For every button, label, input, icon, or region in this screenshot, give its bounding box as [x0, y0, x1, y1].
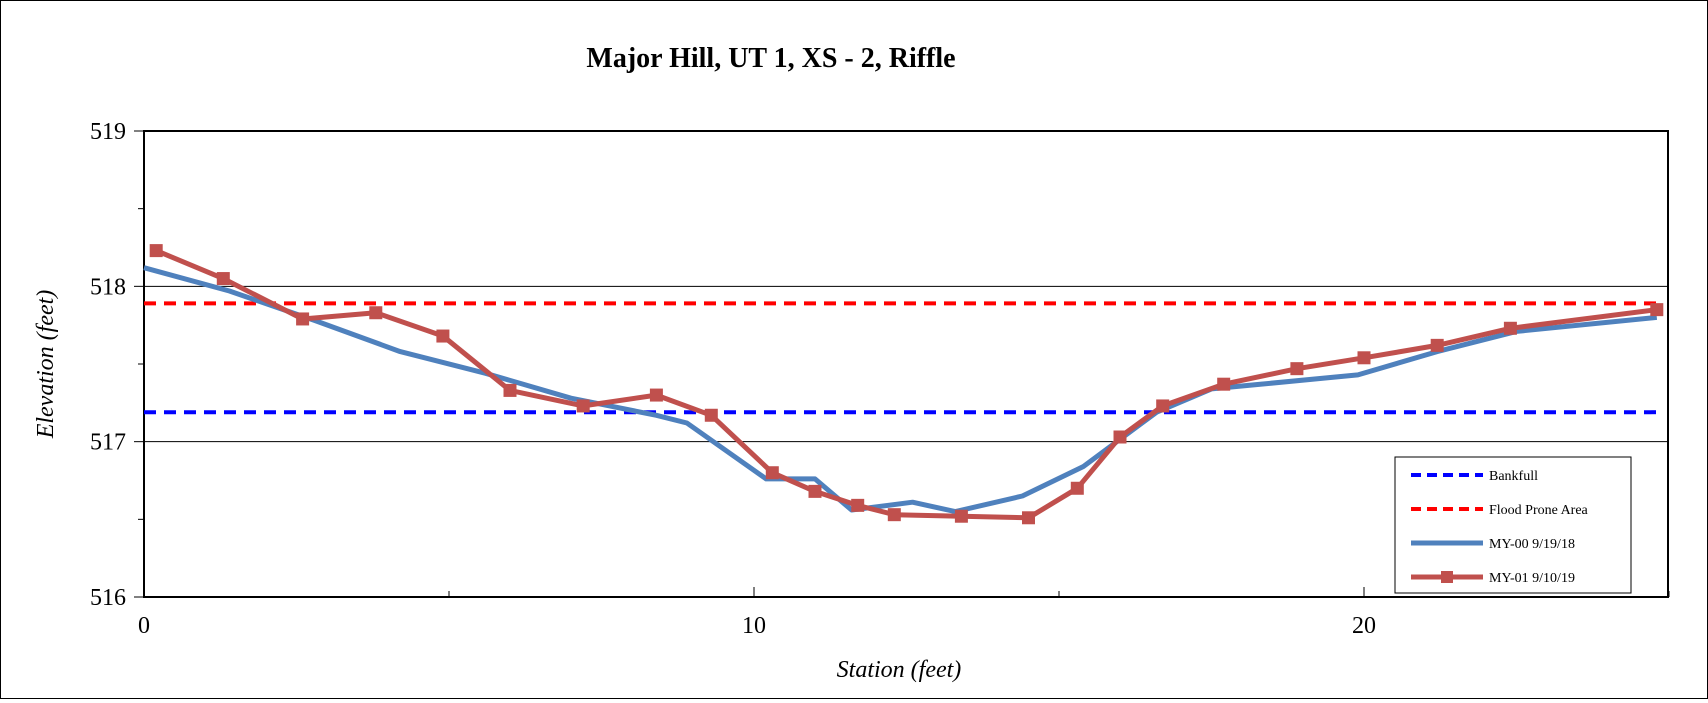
data-point — [704, 408, 718, 422]
data-point — [1217, 377, 1231, 391]
legend-item-my-00-9-19-18: MY-00 9/19/18 — [1411, 537, 1575, 552]
data-point — [765, 466, 779, 480]
legend-marker — [1441, 571, 1453, 583]
data-point — [851, 498, 865, 512]
data-point — [1503, 321, 1517, 335]
data-point — [576, 399, 590, 413]
x-tick-label: 0 — [138, 613, 150, 639]
data-point — [1022, 511, 1035, 525]
data-point — [1290, 362, 1304, 376]
series-my-01-9-10-19 — [149, 244, 1664, 525]
data-point — [436, 329, 450, 343]
legend-item-my-01-9-10-19: MY-01 9/10/19 — [1411, 571, 1575, 586]
y-tick-label: 516 — [90, 585, 126, 611]
data-point — [1357, 351, 1371, 365]
x-tick-label: 20 — [1352, 613, 1376, 639]
data-point — [216, 272, 230, 286]
y-axis-ticks: 516 517 518 519 — [90, 119, 144, 611]
series-layer — [143, 244, 1664, 525]
data-point — [649, 388, 663, 402]
x-tick-label: 10 — [742, 613, 766, 639]
y-tick-label: 518 — [90, 274, 126, 300]
data-point — [503, 383, 517, 397]
series-line-my-01-9-10-19 — [155, 248, 1658, 521]
data-point — [149, 244, 163, 258]
x-axis-title: Station (feet) — [837, 657, 962, 683]
legend-label: Flood Prone Area — [1489, 503, 1589, 518]
data-point — [296, 312, 310, 326]
y-tick-label: 519 — [90, 119, 126, 145]
data-point — [1113, 430, 1127, 444]
y-tick-label: 517 — [90, 430, 126, 456]
legend-label: Bankfull — [1489, 469, 1538, 484]
legend-label: MY-00 9/19/18 — [1489, 537, 1575, 552]
y-axis-title: Elevation (feet) — [33, 290, 59, 440]
legend-box — [1394, 456, 1632, 594]
gridlines — [144, 285, 1668, 443]
data-point — [369, 306, 383, 320]
data-point — [1156, 399, 1170, 413]
chart-title: Major Hill, UT 1, XS - 2, Riffle — [586, 43, 955, 74]
legend-label: MY-01 9/10/19 — [1489, 571, 1575, 586]
legend: Bankfull Flood Prone Area MY-00 9/19/18 MY-… — [1394, 456, 1632, 594]
data-point — [887, 508, 901, 522]
data-point — [1430, 338, 1444, 352]
legend-item-flood-prone-area: Flood Prone Area — [1411, 503, 1589, 518]
legend-item-bankfull: Bankfull — [1411, 469, 1538, 484]
legend-items: Bankfull Flood Prone Area MY-00 9/19/18 MY-… — [1411, 469, 1589, 586]
data-point — [1650, 303, 1664, 317]
data-point — [808, 484, 822, 498]
x-axis-ticks: 0 10 20 — [138, 587, 1670, 639]
data-point — [1070, 481, 1084, 495]
data-point — [954, 509, 968, 523]
